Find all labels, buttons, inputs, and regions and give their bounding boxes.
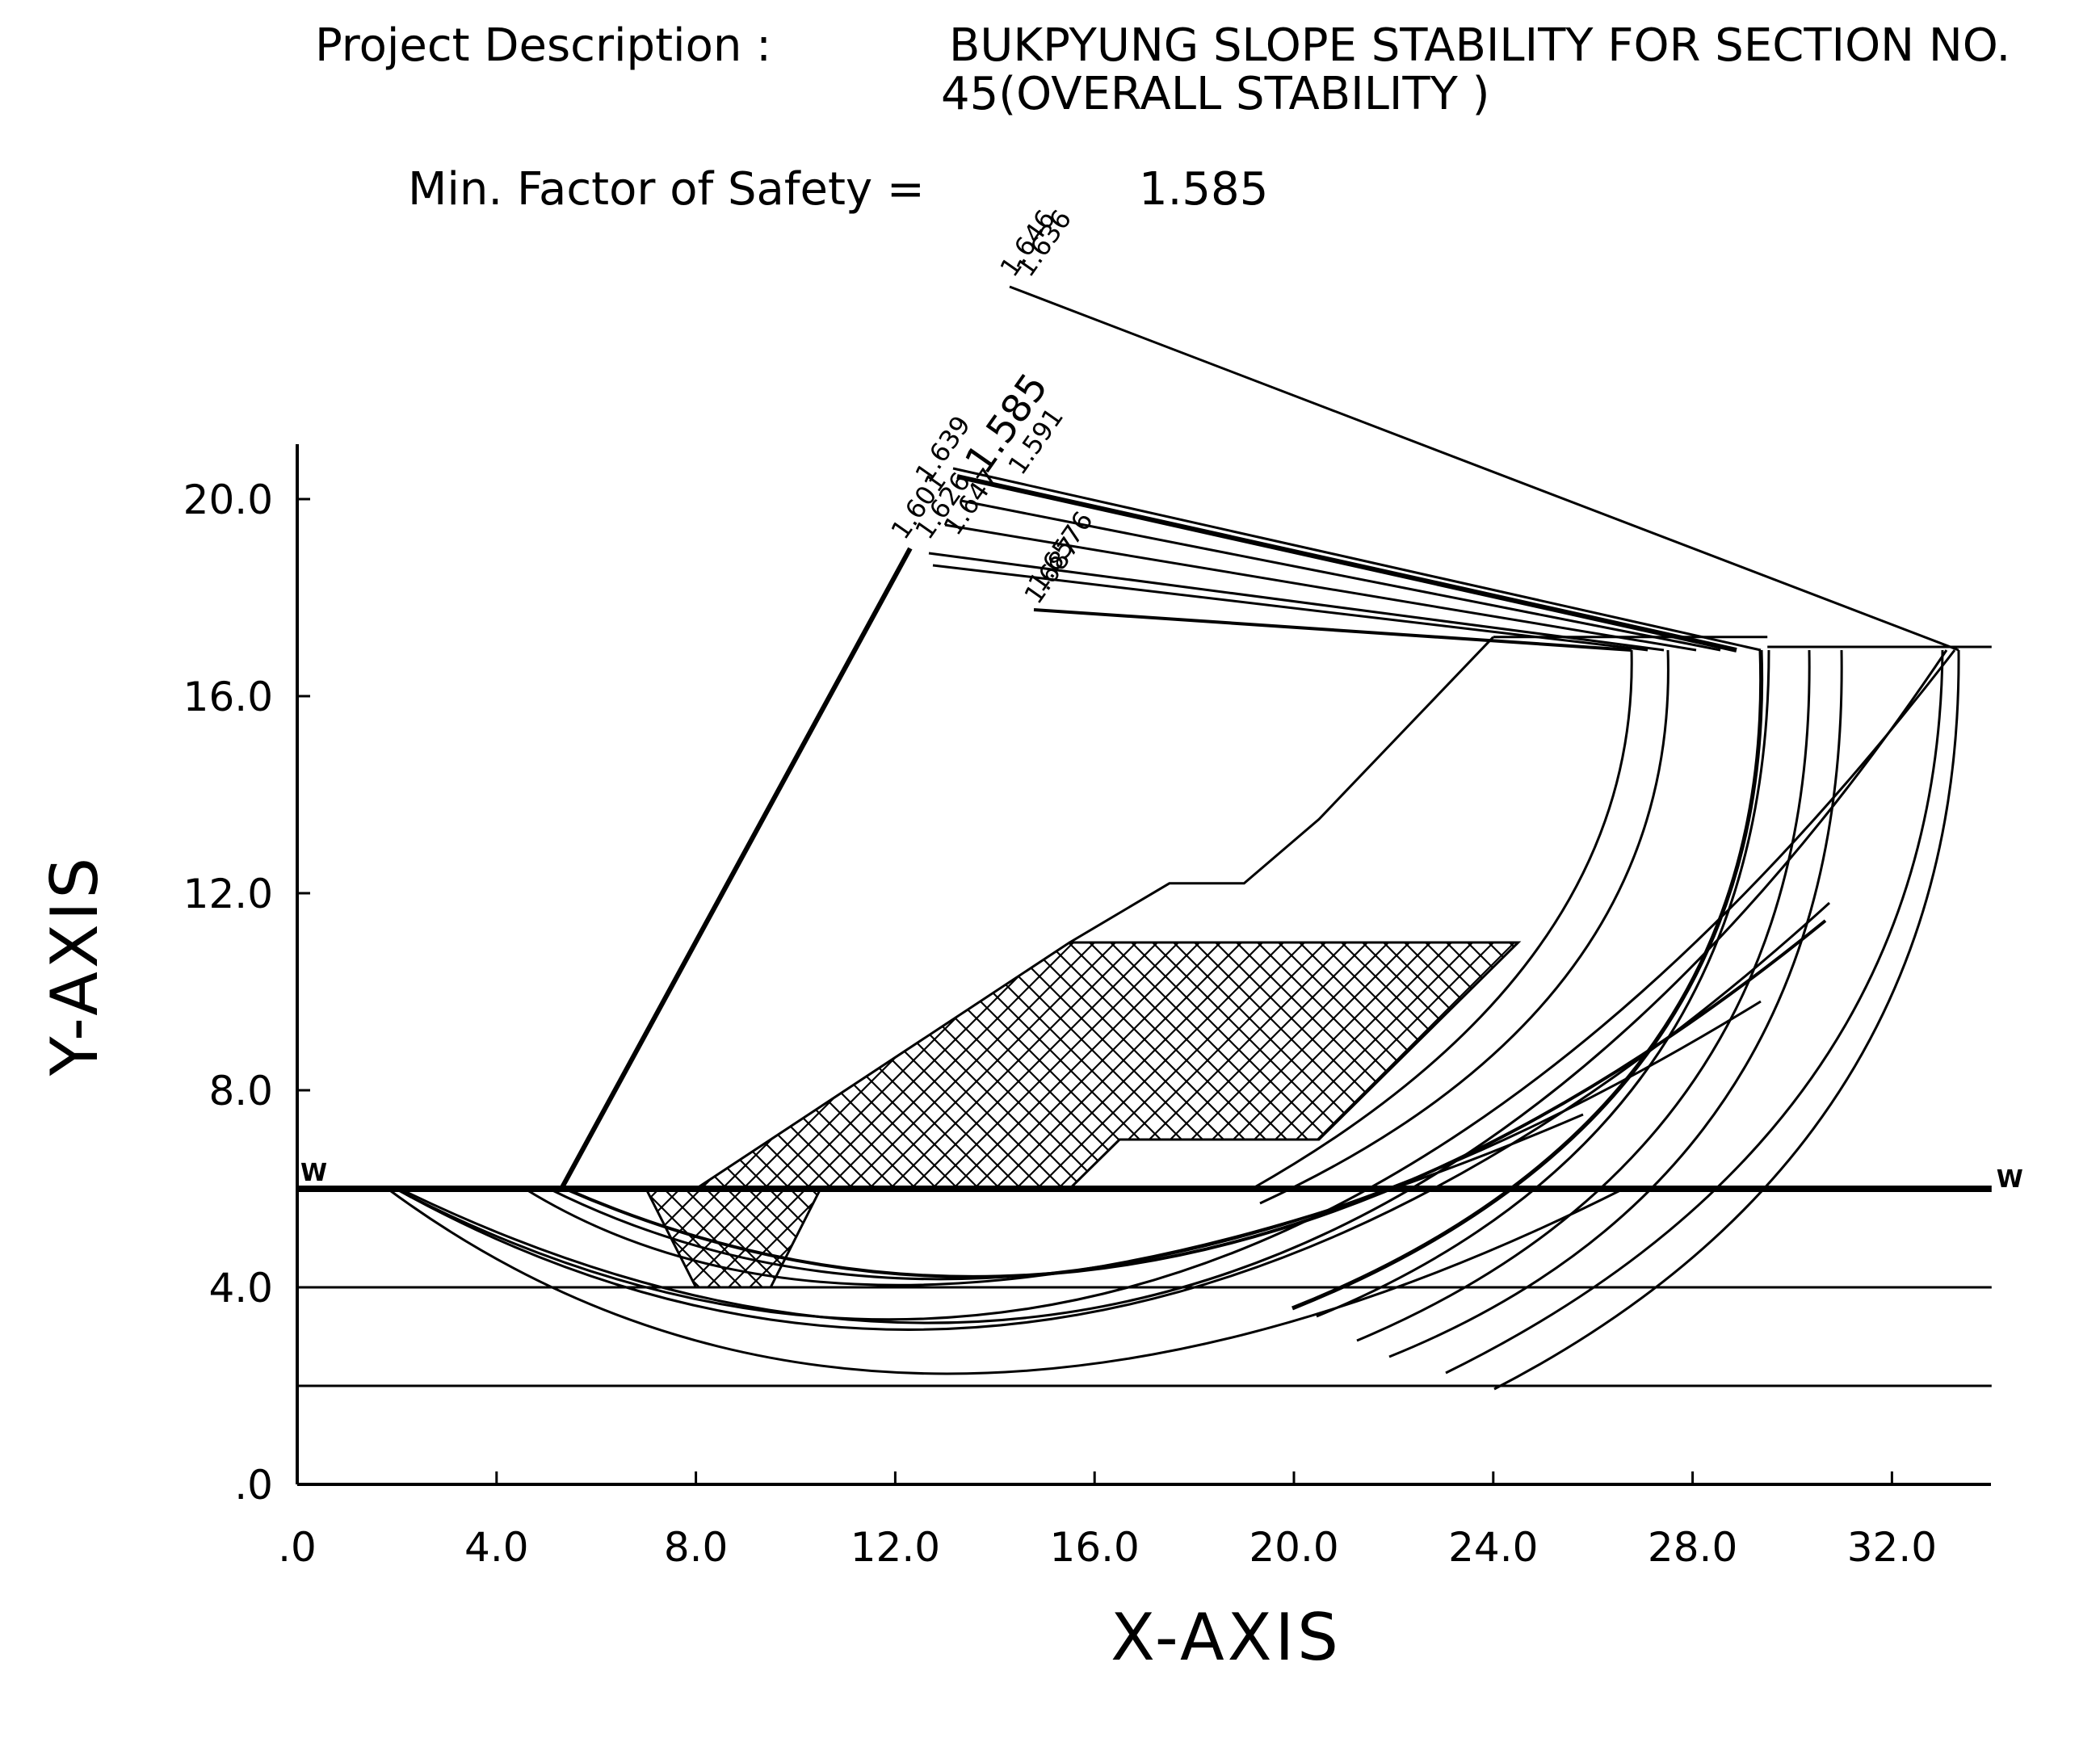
- water-marker-right: W: [1997, 1165, 2023, 1194]
- y-axis-ticks: .0 4.0 8.0 12.0 16.0 20.0: [183, 476, 310, 1509]
- x-tick-label: 8.0: [664, 1524, 729, 1571]
- y-tick-label: 20.0: [183, 476, 273, 523]
- x-axis-ticks: .0 4.0 8.0 12.0 16.0 20.0 24.0 28.0 32.0: [278, 1471, 1937, 1571]
- project-title-line2: 45(OVERALL STABILITY ): [941, 68, 1489, 120]
- slip-surface: [1493, 649, 1960, 1391]
- min-fs-value: 1.585: [1139, 163, 1268, 216]
- layer-boundaries: [297, 645, 1992, 1387]
- y-tick-label: 16.0: [183, 674, 273, 720]
- slip-surface: [1292, 649, 1764, 1311]
- x-tick-label: 32.0: [1847, 1524, 1937, 1571]
- hatched-soil-zone: [644, 941, 1522, 1289]
- slip-chord: [952, 467, 1762, 652]
- y-tick-label: 4.0: [208, 1265, 273, 1312]
- trial-slip-surfaces: [387, 285, 1960, 1391]
- y-tick-label: 8.0: [208, 1068, 273, 1114]
- slip-chord: [1009, 285, 1959, 652]
- slip-surface: [399, 649, 1948, 1324]
- slip-chord: [944, 523, 1697, 652]
- slip-surface: [548, 1000, 1762, 1281]
- y-axis-title: Y-AXIS: [37, 854, 112, 1077]
- fill-outline: [1069, 636, 1494, 944]
- x-tick-label: 28.0: [1648, 1524, 1737, 1571]
- project-label: Project Description :: [315, 19, 771, 72]
- x-tick-label: 12.0: [850, 1524, 940, 1571]
- x-tick-label: 4.0: [464, 1524, 529, 1571]
- slip-chord: [956, 474, 1737, 653]
- x-tick-label: .0: [278, 1524, 317, 1571]
- x-tick-label: 24.0: [1448, 1524, 1538, 1571]
- ground-surface: [297, 547, 913, 1191]
- slip-surface: [387, 1187, 1624, 1375]
- slip-chord: [928, 552, 1665, 652]
- slip-surface: [565, 919, 1827, 1278]
- slip-chord: [932, 564, 1648, 652]
- slip-surface: [1251, 649, 1633, 1190]
- slip-surface: [1259, 649, 1670, 1205]
- x-tick-label: 20.0: [1249, 1524, 1338, 1571]
- slip-surface: [1356, 649, 1811, 1342]
- y-tick-label: .0: [234, 1462, 273, 1509]
- slip-chord: [960, 499, 1721, 652]
- min-fs-label: Min. Factor of Safety =: [408, 163, 925, 216]
- slip-surface: [1445, 649, 1944, 1375]
- factor-of-safety-labels: 1.646 1.636 1.639 1.585 1.591 1.601 1.62…: [884, 204, 1098, 610]
- project-title-line1: BUKPYUNG SLOPE STABILITY FOR SECTION NO.: [949, 19, 2010, 72]
- slip-surface: [395, 649, 1956, 1321]
- x-tick-label: 16.0: [1050, 1524, 1140, 1571]
- water-marker-left: W: [300, 1159, 327, 1187]
- slip-surface: [1316, 649, 1770, 1318]
- y-tick-label: 12.0: [183, 871, 273, 917]
- slip-surface: [1388, 649, 1843, 1358]
- slip-surface: [395, 901, 1831, 1331]
- slip-chord: [1033, 608, 1632, 652]
- x-axis-title: X-AXIS: [1111, 1600, 1342, 1675]
